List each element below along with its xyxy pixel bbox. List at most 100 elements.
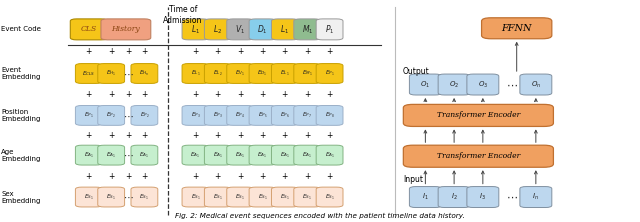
FancyBboxPatch shape [76,187,102,207]
Text: History: History [111,25,140,33]
FancyBboxPatch shape [467,186,499,208]
Text: CLS: CLS [81,25,97,33]
Text: Transformer Encoder: Transformer Encoder [436,152,520,160]
FancyBboxPatch shape [204,145,231,165]
Text: $O_{n}$: $O_{n}$ [531,79,541,90]
Text: +: + [326,47,333,56]
Text: $E_{P_1}$: $E_{P_1}$ [84,111,93,120]
Text: +: + [259,131,266,140]
FancyBboxPatch shape [316,105,343,125]
FancyBboxPatch shape [131,63,158,83]
FancyBboxPatch shape [76,63,102,83]
Text: +: + [282,172,288,180]
FancyBboxPatch shape [403,145,554,167]
Text: $E_{S_1}$: $E_{S_1}$ [106,192,116,202]
Text: Time of
Admission: Time of Admission [163,5,202,24]
FancyBboxPatch shape [271,19,298,40]
FancyBboxPatch shape [249,187,276,207]
FancyBboxPatch shape [182,63,209,83]
Text: $E_{A_1}$: $E_{A_1}$ [84,150,94,160]
Text: $E_{L_1}$: $E_{L_1}$ [191,69,200,78]
FancyBboxPatch shape [294,105,321,125]
FancyBboxPatch shape [467,74,499,95]
FancyBboxPatch shape [227,63,253,83]
Text: +: + [86,172,92,180]
Text: $E_{L_2}$: $E_{L_2}$ [213,69,223,78]
Text: +: + [108,47,115,56]
FancyBboxPatch shape [316,145,343,165]
Text: +: + [192,90,198,99]
Text: $E_{L_1}$: $E_{L_1}$ [280,69,290,78]
FancyBboxPatch shape [271,63,298,83]
Text: $E_{A_1}$: $E_{A_1}$ [280,150,290,160]
Text: +: + [326,172,333,180]
Text: $E_{S_1}$: $E_{S_1}$ [257,192,268,202]
Text: $V_1$: $V_1$ [235,23,245,36]
FancyBboxPatch shape [410,186,442,208]
FancyBboxPatch shape [316,19,343,40]
Text: +: + [86,47,92,56]
Text: $E_{A_1}$: $E_{A_1}$ [191,150,200,160]
Text: $E_{S_1}$: $E_{S_1}$ [236,192,245,202]
Text: +: + [86,90,92,99]
Text: +: + [108,131,115,140]
Text: +: + [304,172,310,180]
FancyBboxPatch shape [271,187,298,207]
Text: Fig. 2: Medical event sequences encoded with the patient timeline data history.: Fig. 2: Medical event sequences encoded … [175,213,465,219]
Text: +: + [304,131,310,140]
Text: Sex
Embedding: Sex Embedding [1,190,41,204]
Text: $E_{A_1}$: $E_{A_1}$ [302,150,312,160]
Text: +: + [237,131,243,140]
FancyBboxPatch shape [204,19,231,40]
Text: $\cdots$: $\cdots$ [123,110,134,120]
Text: $I_{2}$: $I_{2}$ [451,192,458,202]
Text: $E_{M_1}$: $E_{M_1}$ [302,69,313,78]
FancyBboxPatch shape [182,187,209,207]
Text: $L_1$: $L_1$ [191,23,200,36]
Text: $E_{H_1}$: $E_{H_1}$ [106,69,116,78]
FancyBboxPatch shape [227,105,253,125]
FancyBboxPatch shape [76,105,102,125]
Text: Event Code: Event Code [1,26,41,32]
FancyBboxPatch shape [70,19,108,40]
Text: Position
Embedding: Position Embedding [1,109,41,122]
FancyBboxPatch shape [271,145,298,165]
FancyBboxPatch shape [249,63,276,83]
Text: Age
Embedding: Age Embedding [1,149,41,162]
Text: $E_{S_1}$: $E_{S_1}$ [280,192,290,202]
Text: Event
Embedding: Event Embedding [1,67,41,80]
FancyBboxPatch shape [98,187,125,207]
Text: +: + [259,172,266,180]
Text: $E_{P_3}$: $E_{P_3}$ [213,111,223,120]
Text: +: + [125,90,132,99]
Text: $E_{S_1}$: $E_{S_1}$ [140,192,149,202]
Text: $E_{P_5}$: $E_{P_5}$ [258,111,268,120]
Text: FFNN: FFNN [502,24,532,33]
FancyBboxPatch shape [294,187,321,207]
FancyBboxPatch shape [182,105,209,125]
FancyBboxPatch shape [294,63,321,83]
FancyBboxPatch shape [316,187,343,207]
Text: +: + [214,172,221,180]
Text: +: + [282,47,288,56]
FancyBboxPatch shape [249,105,276,125]
Text: +: + [141,172,148,180]
Text: +: + [192,172,198,180]
Text: $E_{S_1}$: $E_{S_1}$ [191,192,200,202]
Text: $I_{3}$: $I_{3}$ [479,192,486,202]
Text: $E_{P_8}$: $E_{P_8}$ [324,111,335,120]
Text: $E_{A_1}$: $E_{A_1}$ [106,150,116,160]
FancyBboxPatch shape [403,104,554,127]
Text: $E_{P_6}$: $E_{P_6}$ [280,111,290,120]
FancyBboxPatch shape [131,187,158,207]
FancyBboxPatch shape [204,105,231,125]
Text: +: + [304,90,310,99]
Text: +: + [125,131,132,140]
FancyBboxPatch shape [520,74,552,95]
FancyBboxPatch shape [410,74,442,95]
FancyBboxPatch shape [204,63,231,83]
FancyBboxPatch shape [204,187,231,207]
FancyBboxPatch shape [98,105,125,125]
Text: $\cdots$: $\cdots$ [506,192,518,202]
Text: $E_{S_1}$: $E_{S_1}$ [84,192,94,202]
